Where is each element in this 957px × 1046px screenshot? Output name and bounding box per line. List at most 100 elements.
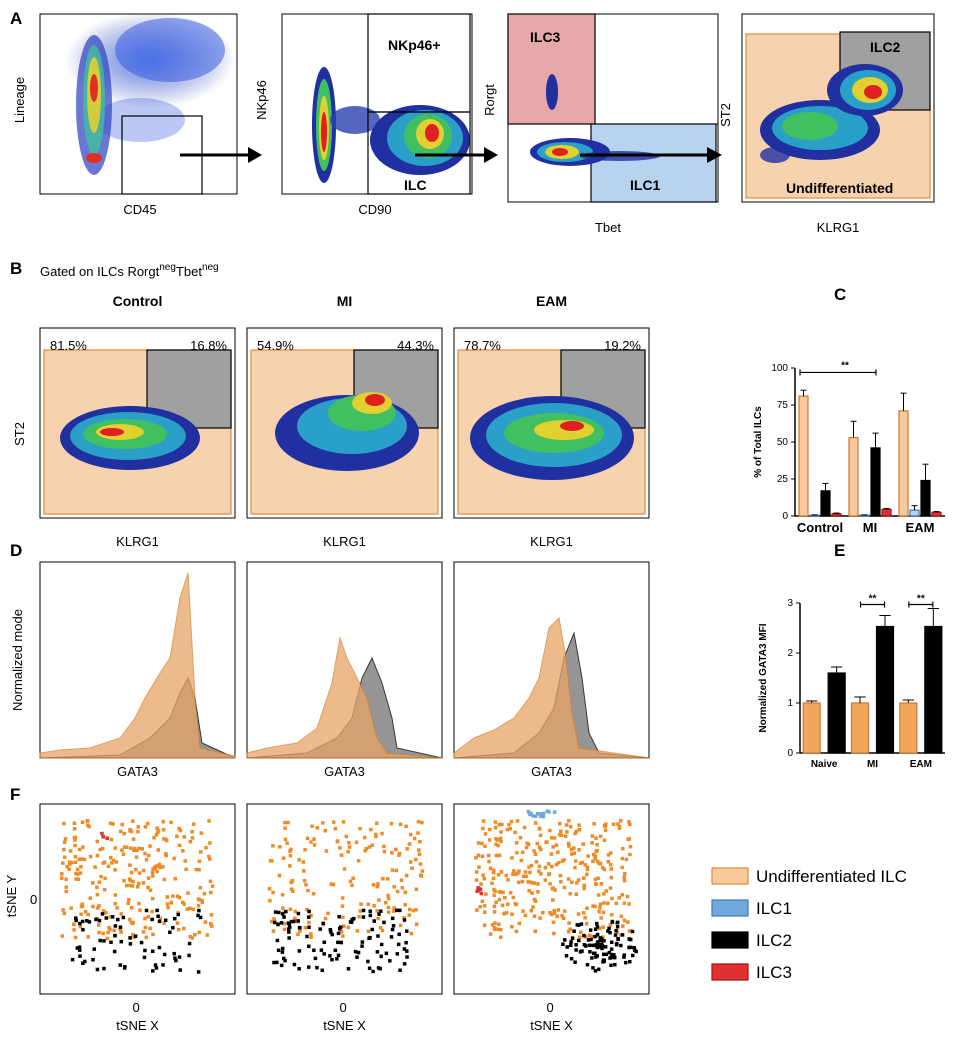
undiff-point bbox=[291, 889, 295, 893]
ilc2-point bbox=[595, 932, 600, 937]
ilc2-point bbox=[330, 932, 334, 937]
arrow-1 bbox=[180, 147, 262, 163]
undiff-point bbox=[532, 914, 537, 918]
arrow-3 bbox=[580, 147, 722, 163]
ilc2-point bbox=[98, 938, 102, 943]
ilc2-point bbox=[104, 916, 109, 920]
undiff-point bbox=[537, 864, 542, 869]
undiff-point bbox=[500, 822, 504, 827]
undiff-point bbox=[77, 847, 82, 852]
undiff-point bbox=[568, 824, 573, 829]
ilc2-point bbox=[312, 948, 316, 953]
undiff-point bbox=[494, 837, 498, 841]
gate-label-ilc3: ILC3 bbox=[530, 29, 561, 45]
ilc2-point bbox=[77, 948, 82, 952]
ylabel-st2: ST2 bbox=[718, 103, 733, 127]
ilc3-point bbox=[100, 831, 104, 836]
ilc2-point bbox=[629, 937, 633, 942]
undiff-point bbox=[582, 886, 586, 891]
ilc2-point bbox=[375, 950, 380, 954]
undiff-point bbox=[526, 880, 530, 884]
undiff-point bbox=[61, 861, 65, 865]
undiff-point bbox=[552, 836, 557, 840]
ilc2-point bbox=[287, 922, 292, 926]
panel-b-title: MI bbox=[337, 293, 353, 309]
undiff-point bbox=[597, 926, 602, 931]
undiff-point bbox=[372, 904, 376, 908]
undiff-point bbox=[270, 859, 274, 863]
undiff-point bbox=[271, 844, 275, 848]
panel-d-plot-3: GATA3 bbox=[453, 561, 650, 779]
undiff-point bbox=[120, 822, 124, 827]
panel-d-ylabel: Normalized mode bbox=[10, 609, 25, 711]
undiff-point bbox=[549, 836, 554, 840]
ilc2-point bbox=[402, 947, 407, 951]
density-blob bbox=[782, 112, 838, 140]
ilc2-point bbox=[196, 913, 200, 918]
ilc2-point bbox=[592, 943, 596, 948]
undiff-point bbox=[585, 867, 590, 872]
significance-mark: ** bbox=[841, 360, 849, 371]
ilc2-point bbox=[574, 948, 578, 952]
undiff-point bbox=[573, 859, 578, 863]
undiff-point bbox=[339, 853, 344, 857]
undiff-point bbox=[150, 909, 154, 914]
undiff-point bbox=[177, 895, 182, 900]
legend-item: Undifferentiated ILC bbox=[711, 867, 907, 886]
undiff-point bbox=[306, 888, 310, 893]
ilc2-point bbox=[593, 927, 598, 932]
undiff-point bbox=[323, 916, 328, 921]
undiff-point bbox=[609, 912, 614, 917]
ilc2-point bbox=[80, 919, 85, 924]
ilc1-point bbox=[541, 811, 546, 816]
undiff-point bbox=[196, 904, 201, 908]
undiff-point bbox=[271, 890, 275, 895]
undiff-point bbox=[85, 819, 90, 823]
ilc2-point bbox=[83, 959, 87, 964]
legend-item: ILC1 bbox=[711, 899, 792, 918]
undiff-point bbox=[599, 881, 604, 886]
xlabel-gata3: GATA3 bbox=[117, 764, 158, 779]
undiff-point bbox=[398, 822, 403, 827]
ilc2-point bbox=[582, 942, 587, 947]
ilc2-point bbox=[282, 915, 286, 919]
ilc2-point bbox=[405, 929, 409, 933]
ilc2-point bbox=[335, 957, 339, 961]
undiff-point bbox=[623, 871, 627, 876]
xlabel-klrg1: KLRG1 bbox=[116, 534, 159, 549]
undiff-point bbox=[311, 891, 316, 896]
undiff-point bbox=[197, 859, 202, 864]
undiff-point bbox=[363, 848, 367, 853]
undiff-point bbox=[568, 891, 572, 896]
panel-f-plot-3: 0 tSNE X bbox=[453, 803, 650, 1033]
undiff-point bbox=[136, 885, 140, 889]
undiff-point bbox=[389, 821, 394, 826]
ilc2-point bbox=[613, 933, 618, 937]
legend: Undifferentiated ILC ILC1 ILC2 ILC3 bbox=[711, 867, 907, 982]
ilc2-point bbox=[633, 948, 637, 953]
undiff-point bbox=[515, 850, 519, 855]
ilc2-point bbox=[113, 933, 117, 938]
bar bbox=[870, 447, 881, 517]
undiff-point bbox=[131, 837, 136, 841]
ilc2-point bbox=[599, 937, 604, 941]
undiff-point bbox=[307, 920, 311, 925]
undiff-point bbox=[501, 890, 505, 895]
undiff-point bbox=[72, 928, 76, 932]
plot-frame bbox=[246, 803, 443, 995]
undiff-point bbox=[510, 856, 514, 860]
undiff-point bbox=[73, 935, 78, 940]
undiff-point bbox=[532, 881, 537, 885]
ilc2-point bbox=[607, 950, 612, 955]
ilc2-point bbox=[109, 940, 113, 944]
undiff-point bbox=[504, 873, 509, 878]
undiff-point bbox=[556, 861, 561, 865]
ilc2-point bbox=[336, 940, 340, 945]
undiff-point bbox=[403, 903, 407, 907]
ilc2-point bbox=[595, 940, 600, 944]
undiff-point bbox=[105, 936, 110, 941]
y-axis-label: % of Total ILCs bbox=[753, 406, 764, 478]
undiff-point bbox=[186, 891, 190, 895]
undiff-point bbox=[114, 860, 119, 864]
ilc2-point bbox=[286, 927, 291, 931]
